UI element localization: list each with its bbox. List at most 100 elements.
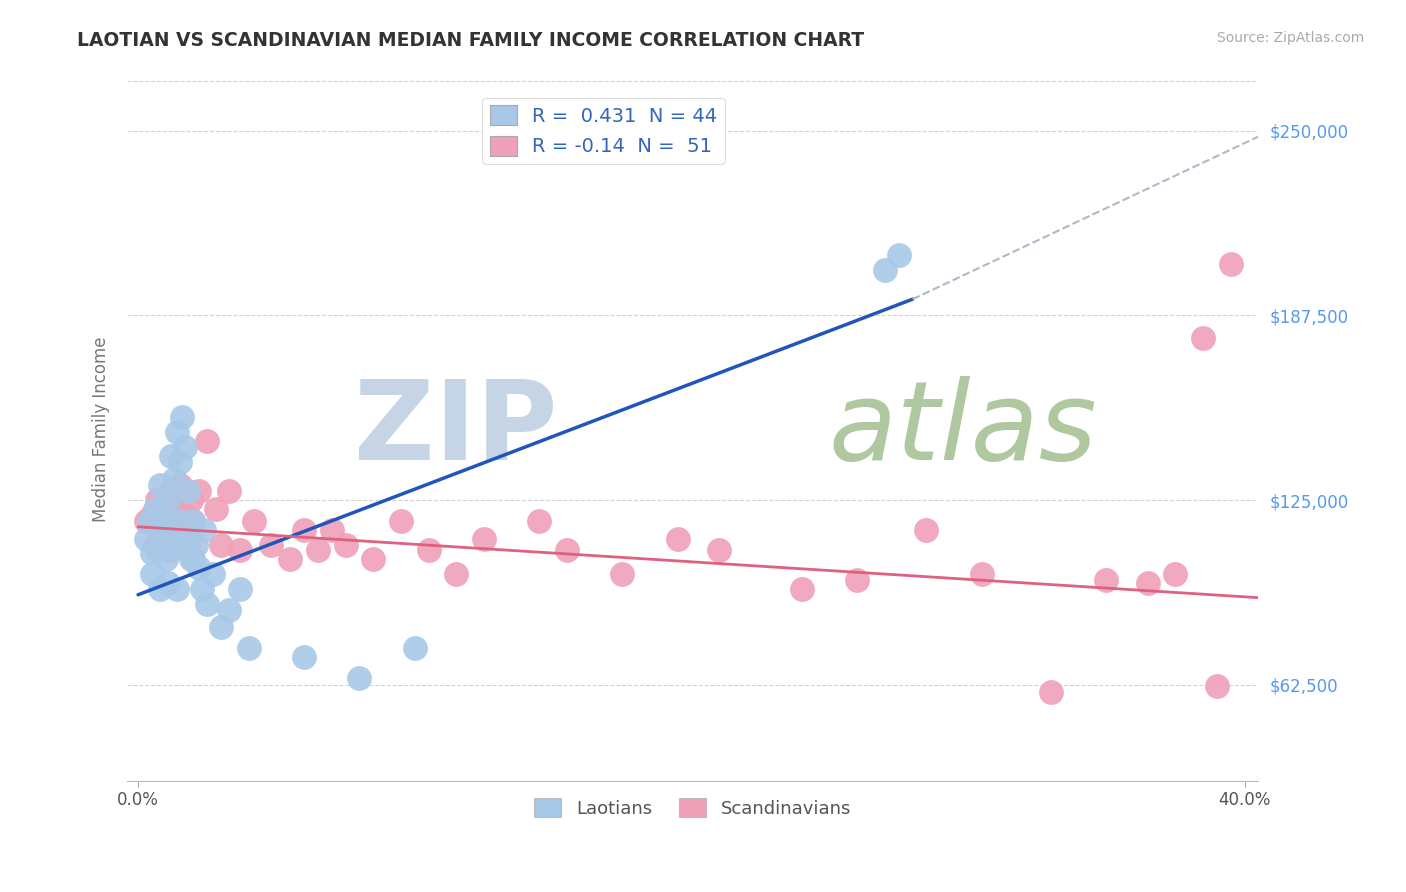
Point: [472, 532, 495, 546]
Point: [166, 502, 188, 516]
Point: [169, 478, 191, 492]
Point: [195, 434, 218, 448]
Point: [149, 478, 172, 492]
Point: [187, 561, 209, 575]
Point: [152, 532, 174, 546]
Point: [183, 514, 205, 528]
Point: [160, 543, 183, 558]
Point: [169, 455, 191, 469]
Point: [209, 537, 232, 551]
Point: [180, 552, 202, 566]
Point: [177, 528, 200, 542]
Point: [612, 567, 634, 582]
Point: [418, 543, 440, 558]
Point: [157, 543, 180, 558]
Point: [172, 410, 194, 425]
Point: [146, 543, 169, 558]
Point: [666, 532, 689, 546]
Point: [195, 597, 218, 611]
Point: [177, 484, 200, 499]
Text: ZIP: ZIP: [353, 376, 557, 483]
Point: [135, 532, 157, 546]
Point: [389, 514, 412, 528]
Point: [160, 484, 183, 499]
Point: [177, 537, 200, 551]
Point: [278, 552, 301, 566]
Point: [887, 248, 910, 262]
Point: [349, 671, 371, 685]
Point: [149, 523, 172, 537]
Point: [186, 537, 208, 551]
Point: [143, 502, 166, 516]
Point: [141, 508, 163, 522]
Point: [970, 567, 993, 582]
Text: Source: ZipAtlas.com: Source: ZipAtlas.com: [1216, 31, 1364, 45]
Point: [292, 523, 315, 537]
Point: [335, 537, 357, 551]
Point: [149, 582, 172, 596]
Point: [218, 484, 240, 499]
Point: [555, 543, 578, 558]
Point: [166, 425, 188, 439]
Point: [166, 582, 188, 596]
Point: [187, 484, 209, 499]
Point: [1192, 330, 1215, 344]
Point: [915, 523, 938, 537]
Point: [155, 552, 177, 566]
Point: [141, 567, 163, 582]
Legend: Laotians, Scandinavians: Laotians, Scandinavians: [527, 791, 858, 825]
Point: [155, 508, 177, 522]
Point: [193, 523, 215, 537]
Point: [229, 543, 252, 558]
Point: [141, 546, 163, 560]
Point: [157, 576, 180, 591]
Point: [183, 552, 205, 566]
Point: [404, 640, 426, 655]
Point: [292, 649, 315, 664]
Point: [204, 502, 226, 516]
Point: [152, 537, 174, 551]
Point: [444, 567, 467, 582]
Point: [138, 514, 160, 528]
Y-axis label: Median Family Income: Median Family Income: [93, 336, 110, 522]
Point: [260, 537, 283, 551]
Point: [183, 514, 205, 528]
Point: [163, 473, 186, 487]
Point: [143, 537, 166, 551]
Point: [160, 449, 183, 463]
Point: [169, 514, 191, 528]
Point: [1039, 685, 1062, 699]
Point: [190, 582, 212, 596]
Point: [146, 493, 169, 508]
Point: [209, 620, 232, 634]
Text: atlas: atlas: [828, 376, 1097, 483]
Point: [238, 640, 260, 655]
Point: [163, 514, 186, 528]
Point: [1095, 573, 1118, 587]
Point: [229, 582, 252, 596]
Point: [172, 523, 194, 537]
Point: [361, 552, 384, 566]
Point: [307, 543, 329, 558]
Point: [321, 523, 343, 537]
Point: [174, 440, 197, 454]
Point: [163, 532, 186, 546]
Point: [790, 582, 813, 596]
Point: [1164, 567, 1187, 582]
Point: [157, 493, 180, 508]
Text: LAOTIAN VS SCANDINAVIAN MEDIAN FAMILY INCOME CORRELATION CHART: LAOTIAN VS SCANDINAVIAN MEDIAN FAMILY IN…: [77, 31, 865, 50]
Point: [1206, 680, 1229, 694]
Point: [873, 262, 896, 277]
Point: [180, 493, 202, 508]
Point: [1136, 576, 1159, 591]
Point: [135, 514, 157, 528]
Point: [527, 514, 550, 528]
Point: [155, 514, 177, 528]
Point: [846, 573, 869, 587]
Point: [201, 567, 224, 582]
Point: [146, 523, 169, 537]
Point: [707, 543, 730, 558]
Point: [218, 602, 240, 616]
Point: [243, 514, 266, 528]
Point: [174, 508, 197, 522]
